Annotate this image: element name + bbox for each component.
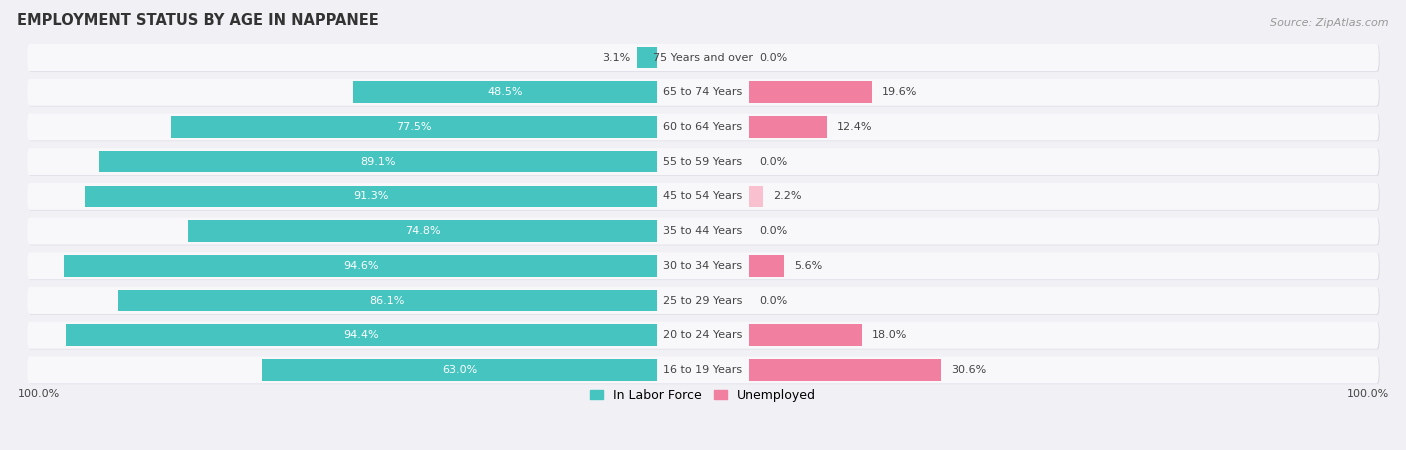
FancyBboxPatch shape <box>27 44 1379 71</box>
Text: 16 to 19 Years: 16 to 19 Years <box>664 365 742 375</box>
Bar <box>353 81 657 103</box>
Text: 48.5%: 48.5% <box>488 87 523 97</box>
FancyBboxPatch shape <box>27 183 1379 210</box>
Bar <box>65 255 657 277</box>
Bar <box>66 324 657 346</box>
Bar <box>749 116 827 138</box>
FancyBboxPatch shape <box>28 253 1379 280</box>
FancyBboxPatch shape <box>28 45 1379 72</box>
Bar <box>188 220 657 242</box>
Text: 63.0%: 63.0% <box>441 365 477 375</box>
FancyBboxPatch shape <box>28 288 1379 315</box>
FancyBboxPatch shape <box>28 322 1379 350</box>
FancyBboxPatch shape <box>28 79 1379 107</box>
Text: 100.0%: 100.0% <box>1347 388 1389 399</box>
Text: 18.0%: 18.0% <box>872 330 907 340</box>
Text: 0.0%: 0.0% <box>759 53 787 63</box>
Text: 25 to 29 Years: 25 to 29 Years <box>664 296 742 306</box>
Text: 94.4%: 94.4% <box>343 330 380 340</box>
Bar <box>749 186 763 207</box>
Bar <box>749 255 785 277</box>
Text: EMPLOYMENT STATUS BY AGE IN NAPPANEE: EMPLOYMENT STATUS BY AGE IN NAPPANEE <box>17 13 380 28</box>
FancyBboxPatch shape <box>28 114 1379 141</box>
Text: Source: ZipAtlas.com: Source: ZipAtlas.com <box>1270 18 1389 28</box>
Text: 100.0%: 100.0% <box>17 388 59 399</box>
FancyBboxPatch shape <box>27 217 1379 245</box>
Bar <box>118 290 657 311</box>
FancyBboxPatch shape <box>27 79 1379 106</box>
Text: 0.0%: 0.0% <box>759 157 787 166</box>
Legend: In Labor Force, Unemployed: In Labor Force, Unemployed <box>588 387 818 405</box>
Text: 30.6%: 30.6% <box>950 365 986 375</box>
Text: 55 to 59 Years: 55 to 59 Years <box>664 157 742 166</box>
Text: 19.6%: 19.6% <box>882 87 917 97</box>
Text: 3.1%: 3.1% <box>603 53 631 63</box>
Text: 65 to 74 Years: 65 to 74 Years <box>664 87 742 97</box>
FancyBboxPatch shape <box>28 149 1379 176</box>
Text: 45 to 54 Years: 45 to 54 Years <box>664 191 742 202</box>
Text: 35 to 44 Years: 35 to 44 Years <box>664 226 742 236</box>
Text: 86.1%: 86.1% <box>370 296 405 306</box>
Text: 75 Years and over: 75 Years and over <box>652 53 754 63</box>
Text: 0.0%: 0.0% <box>759 296 787 306</box>
Bar <box>84 186 657 207</box>
Text: 74.8%: 74.8% <box>405 226 440 236</box>
FancyBboxPatch shape <box>27 113 1379 140</box>
FancyBboxPatch shape <box>28 218 1379 245</box>
Text: 2.2%: 2.2% <box>773 191 801 202</box>
FancyBboxPatch shape <box>27 287 1379 314</box>
Text: 12.4%: 12.4% <box>837 122 872 132</box>
FancyBboxPatch shape <box>27 148 1379 175</box>
Text: 89.1%: 89.1% <box>360 157 395 166</box>
FancyBboxPatch shape <box>27 322 1379 349</box>
Text: 94.6%: 94.6% <box>343 261 378 271</box>
FancyBboxPatch shape <box>27 252 1379 279</box>
Text: 91.3%: 91.3% <box>353 191 388 202</box>
Text: 5.6%: 5.6% <box>794 261 823 271</box>
FancyBboxPatch shape <box>27 356 1379 383</box>
Bar <box>98 151 657 172</box>
Bar <box>749 359 941 381</box>
Text: 60 to 64 Years: 60 to 64 Years <box>664 122 742 132</box>
Text: 30 to 34 Years: 30 to 34 Years <box>664 261 742 271</box>
Bar <box>749 81 872 103</box>
Text: 77.5%: 77.5% <box>396 122 432 132</box>
FancyBboxPatch shape <box>28 184 1379 211</box>
Bar <box>172 116 657 138</box>
FancyBboxPatch shape <box>28 357 1379 384</box>
Text: 20 to 24 Years: 20 to 24 Years <box>664 330 742 340</box>
Bar <box>637 47 657 68</box>
Text: 0.0%: 0.0% <box>759 226 787 236</box>
Bar <box>263 359 657 381</box>
Bar <box>749 324 862 346</box>
